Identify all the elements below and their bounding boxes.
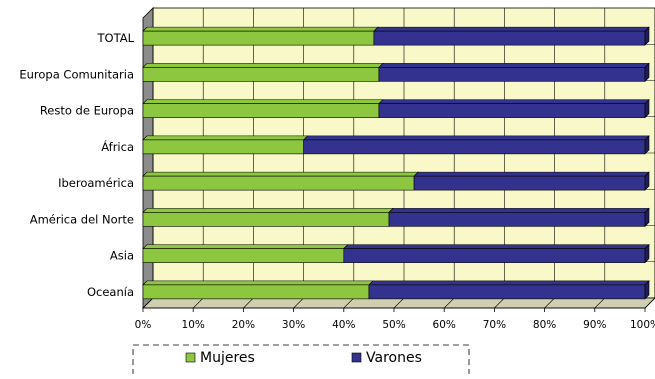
legend-box <box>132 344 470 379</box>
floor-grid-line <box>142 297 154 309</box>
bar-side <box>644 207 650 228</box>
bar-front <box>142 30 375 46</box>
floor-grid-line <box>192 297 204 309</box>
bar-mujeres-5 <box>142 208 394 227</box>
bar-varones-3 <box>302 135 650 155</box>
x-tick-label: 30% <box>282 319 305 331</box>
x-tick-label: 100% <box>630 319 655 331</box>
bars <box>142 26 650 300</box>
bar-front <box>142 67 380 82</box>
bar-top <box>413 171 650 177</box>
bar-top <box>142 135 309 141</box>
bar-top <box>378 99 650 104</box>
category-label: Iberoamérica <box>58 176 134 190</box>
bar-varones-6 <box>343 243 650 264</box>
bar-side <box>644 243 650 264</box>
bar-front <box>373 30 646 46</box>
legend-swatch-varones <box>351 352 362 363</box>
bar-top <box>142 171 419 177</box>
bar-top <box>378 63 650 68</box>
x-tick-label: 90% <box>583 319 606 331</box>
legend: Mujeres Varones <box>132 344 470 379</box>
category-labels: TOTAL Europa Comunitaria Resto de Europa Áf… <box>19 31 134 299</box>
bar-top <box>343 244 650 249</box>
floor-grid-line <box>393 297 405 309</box>
bar-mujeres-6 <box>142 244 349 263</box>
bar-front <box>142 175 415 191</box>
category-label: Asia <box>110 249 134 263</box>
bar-front <box>142 212 390 227</box>
bar-mujeres-4 <box>142 171 419 191</box>
x-tick-label: 40% <box>332 319 355 331</box>
bar-front <box>413 175 646 191</box>
x-tick-label: 80% <box>533 319 556 331</box>
bar-top <box>142 99 384 104</box>
category-label: América del Norte <box>30 212 134 226</box>
bar-mujeres-7 <box>142 280 374 300</box>
bar-top <box>368 280 650 286</box>
floor-grid-line <box>293 297 304 309</box>
x-tick-label: 70% <box>483 319 506 331</box>
bar-front <box>142 139 304 155</box>
bar-front <box>343 248 646 263</box>
plot-side-wall <box>142 7 154 309</box>
bar-varones-7 <box>368 280 650 300</box>
bar-top <box>373 26 650 32</box>
bar-mujeres-2 <box>142 99 384 118</box>
bar-top <box>142 63 384 68</box>
floor-grid-line <box>644 297 655 309</box>
category-label: África <box>101 139 134 154</box>
x-tick-label: 50% <box>382 319 405 331</box>
bar-varones-1 <box>378 62 650 83</box>
bar-varones-0 <box>373 26 650 46</box>
bar-top <box>302 135 650 141</box>
bar-top <box>142 208 394 213</box>
bar-top <box>142 26 379 32</box>
legend-swatch-mujeres <box>185 352 196 363</box>
chart-walls <box>142 7 655 309</box>
bar-front <box>303 139 646 155</box>
x-tick-label: 0% <box>135 319 152 331</box>
bar-front <box>378 67 646 82</box>
bar-top <box>142 280 374 286</box>
bar-front <box>142 248 345 263</box>
category-label: TOTAL <box>97 31 135 45</box>
bar-front <box>368 284 646 300</box>
bar-top <box>142 244 349 249</box>
bar-side <box>644 135 650 155</box>
x-tick-label: 60% <box>433 319 456 331</box>
bar-front <box>378 103 646 118</box>
bar-top <box>388 208 650 213</box>
bar-side <box>644 98 650 119</box>
bar-side <box>644 26 650 46</box>
x-tick-label: 10% <box>182 319 205 331</box>
floor-grid-line <box>594 297 606 309</box>
floor-grid-line <box>544 297 555 309</box>
bar-mujeres-0 <box>142 26 379 46</box>
bar-side <box>644 62 650 83</box>
floor-grid-line <box>494 297 505 309</box>
x-axis-ticks: 0% 10% 20% 30% 40% 50% 60% 70% 80% 90% 100% <box>135 319 655 331</box>
floor-grid-line <box>343 297 355 309</box>
bar-varones-4 <box>413 171 650 191</box>
bar-mujeres-1 <box>142 63 384 82</box>
category-label: Resto de Europa <box>40 104 134 118</box>
bar-side <box>644 280 650 300</box>
category-label: Oceanía <box>87 285 134 299</box>
bar-front <box>388 212 646 227</box>
bar-varones-5 <box>388 207 650 228</box>
bar-front <box>142 284 370 300</box>
bar-front <box>142 103 380 118</box>
x-tick-label: 20% <box>232 319 255 331</box>
bar-mujeres-3 <box>142 135 309 155</box>
bar-side <box>644 171 650 191</box>
legend-label-varones: Varones <box>366 350 422 366</box>
bar-varones-2 <box>378 98 650 119</box>
legend-label-mujeres: Mujeres <box>200 350 255 366</box>
floor-grid-line <box>443 297 455 309</box>
floor-grid-line <box>243 297 254 309</box>
category-label: Europa Comunitaria <box>19 67 134 81</box>
